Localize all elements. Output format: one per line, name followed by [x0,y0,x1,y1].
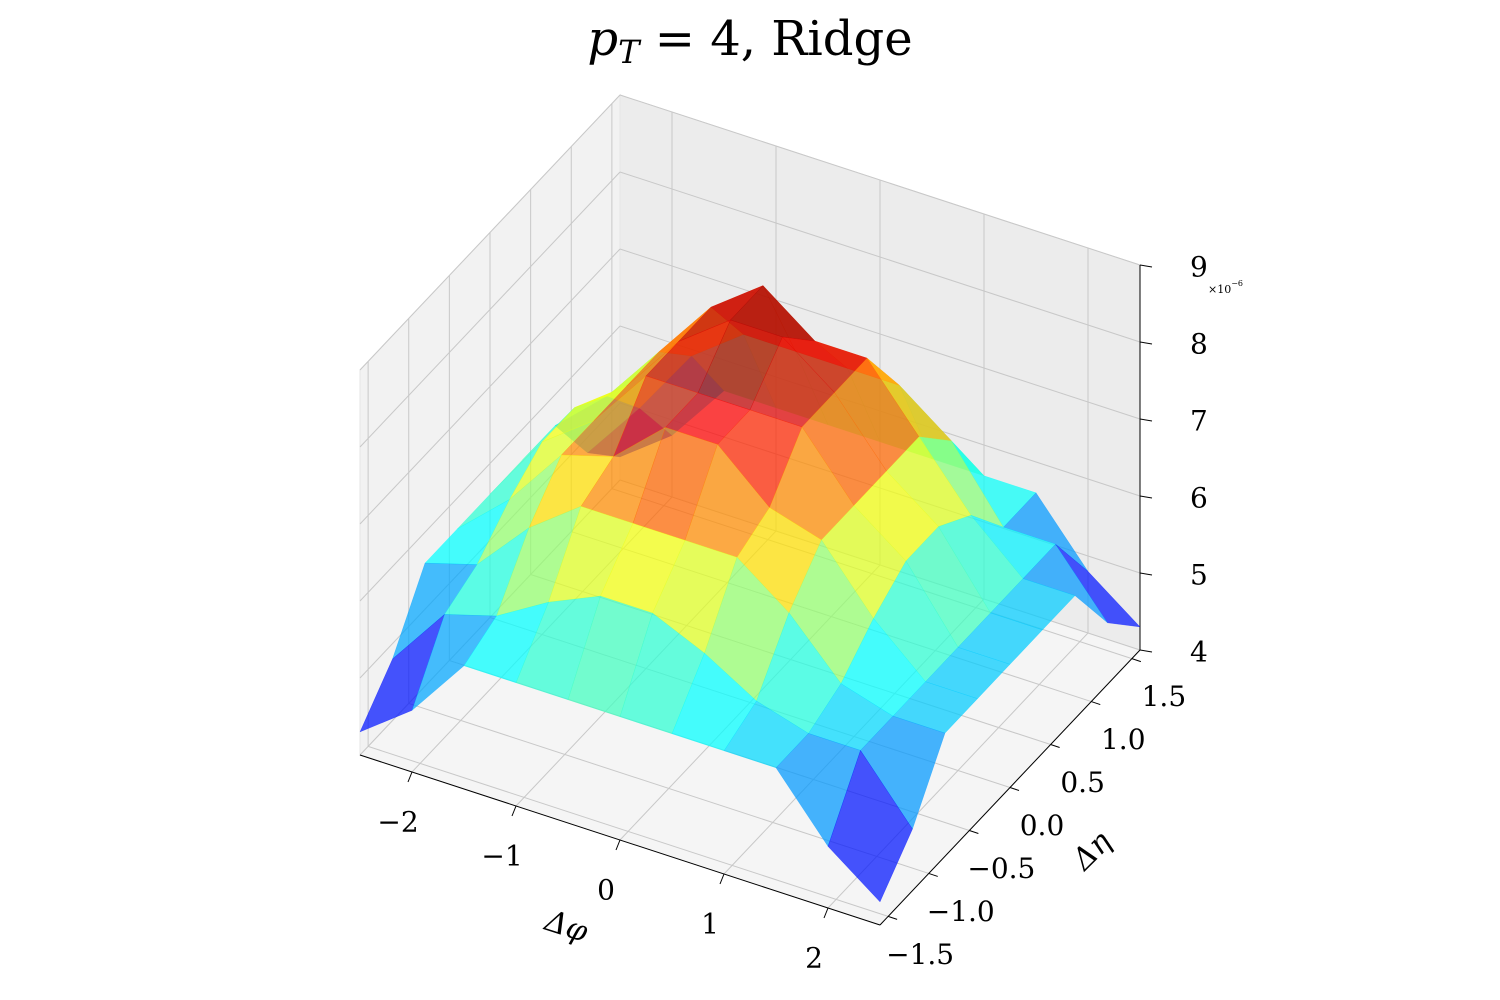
y-tick [969,829,979,834]
x-tick [407,771,413,783]
y-axis-line [879,649,1141,926]
z-tick [1139,649,1153,653]
offset-exponent: −6 [1231,279,1243,288]
x-axis-line [359,754,881,926]
y-axis-label: Δη [1065,825,1119,879]
z-tick [1139,572,1153,576]
grid-line [619,248,1141,420]
grid-line [359,325,621,602]
z-tick-label: 5 [1190,559,1208,592]
y-tick [1050,744,1060,749]
y-tick [1131,658,1142,663]
x-tick [511,805,517,817]
z-tick-label: 6 [1190,482,1208,515]
grid-line [367,745,889,917]
x-tick-label: −2 [377,806,418,839]
grid-line [359,94,621,371]
z-tick [1139,264,1153,268]
surface-cell [827,749,913,903]
title-suffix: = 4, Ridge [639,11,912,67]
grid-line [359,248,621,525]
grid-line [359,171,621,448]
y-tick-label: 1.0 [1101,723,1146,756]
title-subscript: T [618,33,642,71]
x-tick-label: 2 [805,942,823,975]
z-tick-label: 9 [1190,251,1208,284]
z-tick [1139,341,1153,345]
z-tick-label: 4 [1190,636,1208,669]
z-tick [1139,418,1153,422]
y-tick-label: 0.5 [1060,766,1105,799]
offset-base: ×10 [1208,283,1231,296]
x-tick-label: −1 [481,840,522,873]
grid-line [619,94,1141,266]
y-tick [887,915,898,920]
chart-title: pT = 4, Ridge [587,11,912,71]
x-tick-label: 1 [701,908,719,941]
y-tick [1091,701,1101,706]
y-tick-label: 1.5 [1142,680,1187,713]
surface [359,285,1141,903]
y-tick [928,872,938,877]
x-tick [823,907,829,919]
offset-text: ×10−6 [1208,279,1243,296]
x-tick-label: 0 [597,874,615,907]
y-tick-label: −0.5 [967,852,1035,885]
y-tick-label: −1.5 [886,938,954,971]
z-tick-label: 8 [1190,328,1208,361]
y-tick-label: −1.0 [927,895,995,928]
x-tick [615,839,621,851]
x-axis-label: Δφ [540,903,592,950]
y-tick-label: 0.0 [1020,809,1065,842]
title-main: p [587,11,618,67]
z-tick [1139,495,1153,499]
z-tick-label: 7 [1190,405,1208,438]
grid-line [619,171,1141,343]
y-tick [1009,787,1020,791]
x-tick [719,873,725,885]
